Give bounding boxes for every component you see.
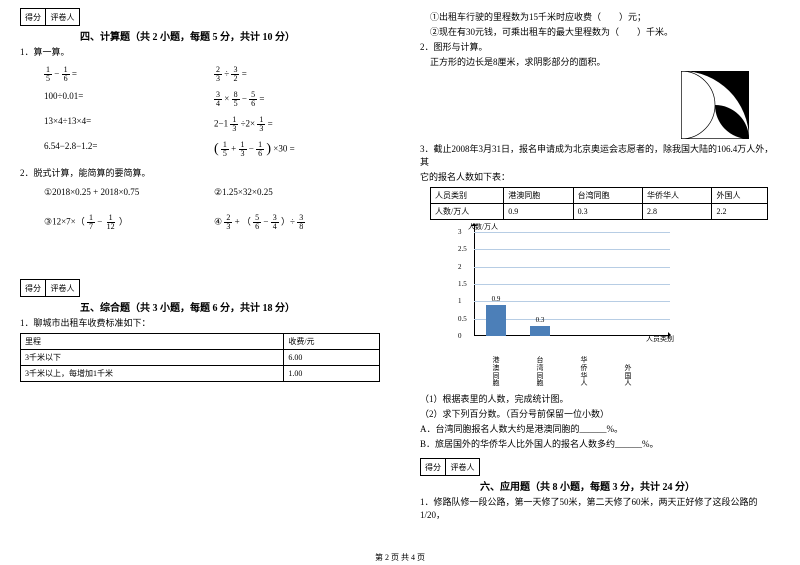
q5-1: 1．聊城市出租车收费标准如下： <box>20 316 380 329</box>
fare-table: 里程 收费/元 3千米以下 6.00 3千米以上，每增加1千米 1.00 <box>20 333 380 382</box>
section-4-title: 四、计算题（共 2 小题，每题 5 分，共计 10 分） <box>80 28 380 43</box>
r-q3b: 它的报名人数如下表： <box>420 170 780 183</box>
vt-v2: 2.8 <box>643 204 712 220</box>
eq-row-1: 15 − 16 = 23 ÷ 32 = <box>44 66 380 83</box>
score-box-5: 得分 评卷人 <box>20 279 380 297</box>
score-cell-grader-5: 评卷人 <box>46 279 80 297</box>
chart-bar <box>530 326 550 336</box>
vt-h0: 人员类别 <box>431 188 504 204</box>
fare-r1c2: 6.00 <box>284 350 380 366</box>
r-l1: ①出租车行驶的里程数为15千米时应收费（ ）元； <box>430 10 780 23</box>
eq-1b: 23 ÷ 32 = <box>214 66 247 83</box>
eq-4b: ( 15 + 13 − 16 ) ×30 = <box>214 141 295 158</box>
eq-row-2: 100÷0.01= 34 × 85 − 56 = <box>44 91 380 108</box>
eq2-3: ③12×7×（ 17 − 112 ） <box>44 214 214 231</box>
ytick-label: 3 <box>458 228 462 236</box>
fare-h2: 收费/元 <box>284 334 380 350</box>
score-cell-score-5: 得分 <box>20 279 46 297</box>
score-cell-grader-6: 评卷人 <box>446 458 480 476</box>
fare-r2c2: 1.00 <box>284 366 380 382</box>
ytick-label: 0 <box>458 332 462 340</box>
q4-2-label: 2．脱式计算，能简算的要简算。 <box>20 166 380 179</box>
vt-h4: 外国人 <box>712 188 768 204</box>
vt-v3: 2.2 <box>712 204 768 220</box>
vt-rl: 人数/万人 <box>431 204 504 220</box>
vt-v1: 0.3 <box>573 204 642 220</box>
eq-4a: 6.54−2.8−1.2= <box>44 141 214 158</box>
r-sub1: （1）根据表里的人数，完成统计图。 <box>420 392 780 405</box>
q6-1: 1．修路队修一段公路，第一天修了50米，第二天修了60米，两天正好修了这段公路的… <box>420 495 780 521</box>
eq-row-4: 6.54−2.8−1.2= ( 15 + 13 − 16 ) ×30 = <box>44 141 380 158</box>
bar-chart: 人数/万人 人员类别 00.511.522.530.9港澳同胞0.3台湾同胞华侨… <box>450 224 670 354</box>
eq-1a: 15 − 16 = <box>44 66 214 83</box>
eq-2a: 100÷0.01= <box>44 91 214 108</box>
score-cell-score: 得分 <box>20 8 46 26</box>
right-column: ①出租车行驶的里程数为15千米时应收费（ ）元； ②现在有30元钱，可乘出租车的… <box>400 0 800 565</box>
score-box-6: 得分 评卷人 <box>420 458 780 476</box>
eq-3b: 2−1 13 ÷2× 13 = <box>214 116 273 133</box>
fare-r1c1: 3千米以下 <box>21 350 284 366</box>
eq2-row-2: ③12×7×（ 17 − 112 ） ④ 23 + （ 56 − 34 ）÷ 3… <box>44 214 380 231</box>
chart-xlabel-cat: 华侨华人 <box>574 357 594 388</box>
shaded-figure <box>680 70 750 140</box>
score-cell-grader: 评卷人 <box>46 8 80 26</box>
left-column: 得分 评卷人 四、计算题（共 2 小题，每题 5 分，共计 10 分） 1．算一… <box>0 0 400 565</box>
score-cell-score-6: 得分 <box>420 458 446 476</box>
chart-xlabel: 人员类别 <box>646 334 674 344</box>
ytick-label: 2.5 <box>458 245 467 253</box>
r-q2: 2．图形与计算。 <box>420 40 780 53</box>
chart-xlabel-cat: 外国人 <box>618 365 638 388</box>
vt-h2: 台湾同胞 <box>573 188 642 204</box>
ytick-label: 1 <box>458 297 462 305</box>
fare-r2c1: 3千米以上，每增加1千米 <box>21 366 284 382</box>
r-q2-sub: 正方形的边长是8厘米，求阴影部分的面积。 <box>430 55 780 68</box>
chart-xlabel-cat: 港澳同胞 <box>486 357 506 388</box>
r-q3a: 3．截止2008年3月31日，报名申请成为北京奥运会志愿者的，除我国大陆的106… <box>420 142 780 168</box>
eq2-4: ④ 23 + （ 56 − 34 ）÷ 38 <box>214 214 305 231</box>
score-box-4: 得分 评卷人 <box>20 8 380 26</box>
r-subB: B．旅居国外的华侨华人比外国人的报名人数多约______%。 <box>420 437 780 450</box>
vt-h1: 港澳同胞 <box>504 188 573 204</box>
chart-xlabel-cat: 台湾同胞 <box>530 357 550 388</box>
r-subA: A．台湾同胞报名人数大约是港澳同胞的______%。 <box>420 422 780 435</box>
chart-bar <box>486 305 506 336</box>
volunteer-table: 人员类别 港澳同胞 台湾同胞 华侨华人 外国人 人数/万人 0.9 0.3 2.… <box>430 187 768 220</box>
eq2-row-1: ①2018×0.25 + 2018×0.75 ②1.25×32×0.25 <box>44 187 380 198</box>
eq-2b: 34 × 85 − 56 = <box>214 91 264 108</box>
chart-bar-value: 0.9 <box>486 295 506 303</box>
section-5-title: 五、综合题（共 3 小题，每题 6 分，共计 18 分） <box>80 299 380 314</box>
eq2-1: ①2018×0.25 + 2018×0.75 <box>44 187 214 198</box>
vt-h3: 华侨华人 <box>643 188 712 204</box>
fare-h1: 里程 <box>21 334 284 350</box>
q4-1-label: 1．算一算。 <box>20 45 380 58</box>
ytick-label: 2 <box>458 263 462 271</box>
section-6-title: 六、应用题（共 8 小题，每题 3 分，共计 24 分） <box>480 478 780 493</box>
ytick-label: 0.5 <box>458 315 467 323</box>
eq2-2: ②1.25×32×0.25 <box>214 187 273 198</box>
eq-row-3: 13×4÷13×4= 2−1 13 ÷2× 13 = <box>44 116 380 133</box>
vt-v0: 0.9 <box>504 204 573 220</box>
ytick-label: 1.5 <box>458 280 467 288</box>
chart-bar-value: 0.3 <box>530 316 550 324</box>
eq-3a: 13×4÷13×4= <box>44 116 214 133</box>
r-l2: ②现在有30元钱，可乘出租车的最大里程数为（ ）千米。 <box>430 25 780 38</box>
page-footer: 第 2 页 共 4 页 <box>0 552 800 563</box>
r-sub2: （2）求下列百分数。（百分号前保留一位小数） <box>420 407 780 420</box>
